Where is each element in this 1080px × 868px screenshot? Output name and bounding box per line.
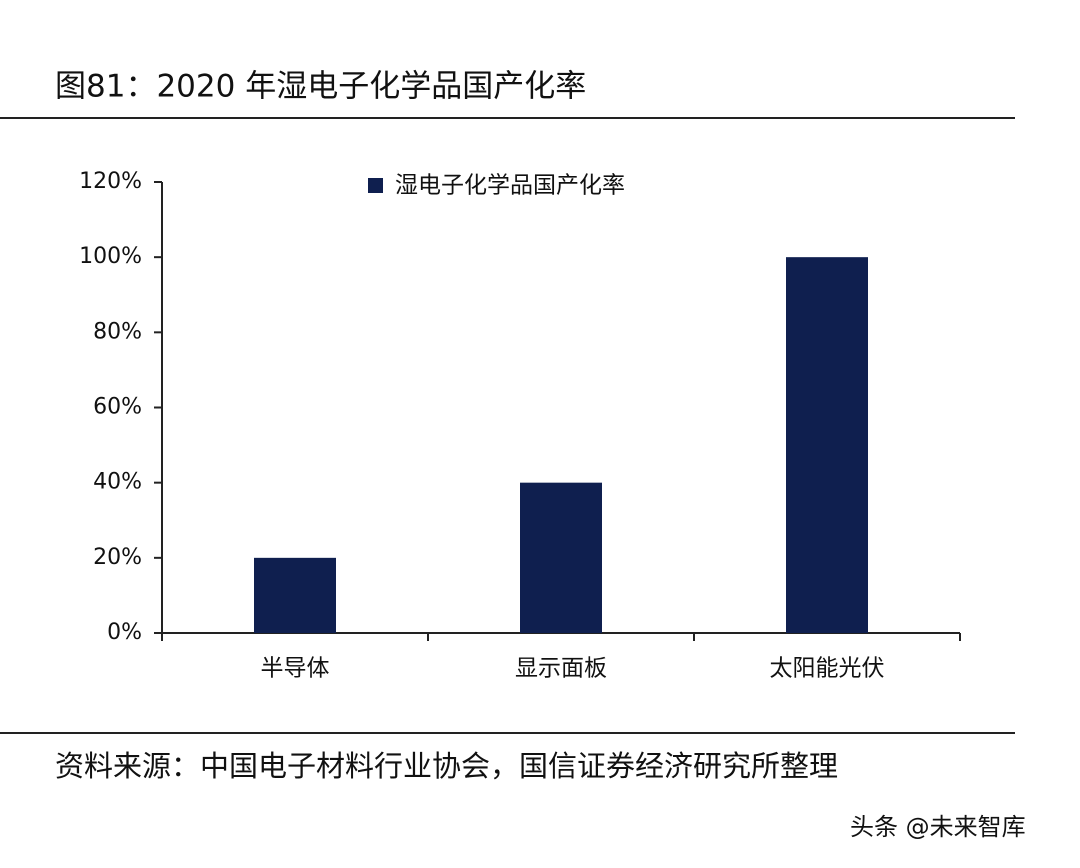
bar [786,257,868,633]
bar [254,557,336,633]
legend-swatch [368,178,383,193]
x-tick-label: 半导体 [261,656,330,682]
y-tick-label: 40% [93,470,142,495]
watermark: 头条 @未来智库 [850,813,1026,841]
y-tick-label: 20% [93,545,142,570]
x-tick-label: 太阳能光伏 [770,656,885,682]
chart-title: 图81：2020 年湿电子化学品国产化率 [55,69,586,105]
y-tick-label: 60% [93,395,142,420]
y-tick-label: 120% [79,169,142,194]
source-note: 资料来源：中国电子材料行业协会，国信证券经济研究所整理 [55,749,838,783]
x-tick-label: 显示面板 [515,656,607,682]
y-tick-label: 100% [79,244,142,269]
y-tick-label: 80% [93,319,142,344]
bar [520,482,602,633]
legend-label: 湿电子化学品国产化率 [395,173,625,199]
y-tick-label: 0% [107,620,142,645]
